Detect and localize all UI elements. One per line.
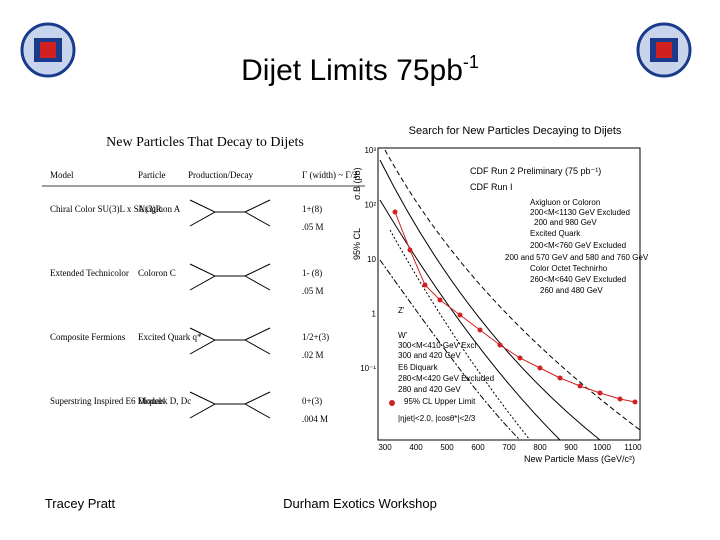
footer-center: Durham Exotics Workshop (283, 496, 437, 511)
table-cell: .05 M (302, 222, 324, 232)
table-header: Production/Decay (188, 170, 253, 180)
plot-title: Search for New Particles Decaying to Dij… (409, 125, 622, 137)
y-tick-label: 10⁻¹ (360, 364, 376, 373)
plot-annotation: Z' (398, 306, 405, 315)
table-cell: Chiral Color SU(3)L x SU(3)R (50, 204, 162, 214)
diagram-line (189, 327, 271, 355)
plot-annotation: 260 and 480 GeV (540, 286, 603, 295)
plot-annotation: 280<M<420 GeV Excluded (398, 374, 494, 383)
y-tick-label: 10³ (364, 146, 376, 155)
table-cell: 1- (8) (302, 268, 322, 278)
table-cell: .05 M (302, 286, 324, 296)
limit-point (517, 355, 523, 361)
plot-curves (379, 149, 641, 441)
table-header: Model (50, 170, 74, 180)
y-tick-label: 10 (367, 255, 376, 264)
limit-point (457, 312, 463, 318)
plot-annotation: 260<M<640 GeV Excluded (530, 275, 626, 284)
plot-annotation: 300 and 420 GeV (398, 351, 461, 360)
table-cell: Coloron C (138, 268, 176, 278)
feynman-diagram (189, 327, 271, 355)
y-tick-label: 1 (372, 310, 377, 319)
plot-annotation: 200<M<760 GeV Excluded (530, 241, 626, 250)
limit-point (477, 327, 483, 333)
feynman-diagram (189, 391, 271, 419)
limit-point (407, 247, 413, 253)
logo-right (636, 22, 692, 78)
table-cell: Extended Technicolor (50, 268, 129, 278)
x-tick-label: 300 (378, 443, 392, 452)
y-label: σ.B (pb) (352, 167, 362, 200)
diagram-line (189, 263, 271, 291)
table-cell: .02 M (302, 350, 324, 360)
x-tick-label: 400 (409, 443, 423, 452)
feynman-diagram (189, 263, 271, 291)
slide-title: Dijet Limits 75pb-1 (241, 52, 479, 87)
limit-point (392, 209, 398, 215)
x-tick-label: 700 (502, 443, 516, 452)
legend-entry: CDF Run 2 Preliminary (75 pb⁻¹) (470, 166, 601, 176)
table-cell: Excited Quark q* (138, 332, 202, 342)
limit-line (394, 211, 636, 403)
table-cell: Composite Fermions (50, 332, 126, 342)
diagram-line (189, 199, 271, 227)
plot-annotation: E6 Diquark (398, 363, 439, 372)
plot-annotation: |ηjet|<2.0, |cosθ*|<2/3 (398, 414, 476, 423)
y-tick-label: 10² (364, 201, 376, 210)
limit-point (537, 365, 543, 371)
limit-point (422, 282, 428, 288)
table-cell: Axigluon A (138, 204, 181, 214)
plot-annotation: 200 and 980 GeV (534, 218, 597, 227)
limit-point (597, 390, 603, 396)
feynman-diagram (189, 199, 271, 227)
logo-left (20, 22, 76, 78)
footer-left: Tracey Pratt (45, 496, 116, 511)
limit-point (632, 399, 638, 405)
x-tick-label: 900 (564, 443, 578, 452)
limit-point (497, 342, 503, 348)
plot-annotation: 280 and 420 GeV (398, 385, 461, 394)
diagram-line (189, 391, 271, 419)
table-header: Γ (width) ~ Γ/2 (302, 170, 358, 180)
table-header: Particle (138, 170, 166, 180)
limit-point (437, 297, 443, 303)
plot-annotation: 300<M<410 GeV Excl (398, 341, 476, 350)
limit-points (392, 209, 638, 405)
limit-point (617, 396, 623, 402)
plot-annotation: Color Octet Technirho (530, 264, 608, 273)
table-heading: New Particles That Decay to Dijets (106, 135, 304, 150)
y-label: 95% CL (352, 228, 362, 260)
plot-annotation: Excited Quark (530, 229, 581, 238)
limit-point (557, 375, 563, 381)
table-cell: Superstring Inspired E6 Models (50, 396, 165, 406)
x-label: New Particle Mass (GeV/c²) (524, 454, 635, 464)
plot-annotation: 200 and 570 GeV and 580 and 760 GeV (505, 253, 649, 262)
table-cell: 1/2+(3) (302, 332, 329, 342)
plot-annotation: 200<M<1130 GeV Excluded (530, 208, 630, 217)
legend-point (389, 400, 395, 406)
table-cell: Diquark D, Dc (138, 396, 191, 406)
table-cell: 0+(3) (302, 396, 322, 406)
x-tick-label: 600 (471, 443, 485, 452)
limit-point (577, 383, 583, 389)
plot-annotation: W' (398, 331, 408, 340)
x-tick-label: 1000 (593, 443, 611, 452)
plot-annotation: Axigluon or Coloron (530, 198, 600, 207)
table-cell: 1+(8) (302, 204, 322, 214)
x-tick-label: 1100 (624, 443, 642, 452)
table-cell: .004 M (302, 414, 328, 424)
plot-frame (377, 147, 641, 441)
x-tick-label: 500 (440, 443, 454, 452)
plot-annotation: 95% CL Upper Limit (404, 397, 476, 406)
legend-entry: CDF Run I (470, 182, 513, 192)
x-tick-label: 800 (533, 443, 547, 452)
